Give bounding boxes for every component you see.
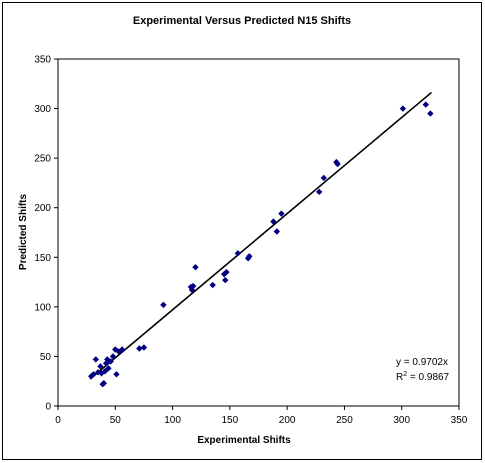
data-point xyxy=(100,379,108,387)
y-tick-label: 100 xyxy=(34,302,51,313)
y-axis-ticks: 0 50 100 150 200 250 300 350 xyxy=(34,55,58,413)
y-tick-label: 0 xyxy=(45,402,51,413)
x-tick-label: 150 xyxy=(222,415,239,426)
x-tick-label: 200 xyxy=(279,415,296,426)
y-tick-label: 150 xyxy=(34,253,51,264)
plot-area xyxy=(57,58,460,407)
chart-frame xyxy=(2,2,482,460)
data-point xyxy=(220,270,228,278)
chart-title: Experimental Versus Predicted N15 Shifts xyxy=(133,15,351,27)
data-point xyxy=(136,345,143,352)
x-tick-label: 300 xyxy=(393,415,410,426)
data-point xyxy=(113,371,120,378)
data-point xyxy=(115,348,122,355)
data-point xyxy=(278,210,285,217)
x-tick-label: 50 xyxy=(110,415,122,426)
x-tick-label: 250 xyxy=(336,415,353,426)
y-tick-label: 300 xyxy=(34,104,51,115)
y-tick-label: 200 xyxy=(34,203,51,214)
trendline-equation: y = 0.9702x xyxy=(396,357,448,368)
data-points xyxy=(88,101,434,388)
data-point xyxy=(140,344,148,351)
data-point xyxy=(246,253,253,260)
data-point xyxy=(192,264,199,271)
data-point xyxy=(222,276,229,284)
r-squared-prefix: R xyxy=(396,372,403,383)
y-tick-label: 350 xyxy=(34,55,51,66)
data-point xyxy=(189,282,197,290)
data-point xyxy=(273,228,281,235)
data-point xyxy=(209,281,216,289)
r-squared-superscript: 2 xyxy=(403,371,407,378)
r-squared-value: = 0.9867 xyxy=(407,372,449,383)
data-point xyxy=(320,174,328,182)
y-tick-label: 250 xyxy=(34,154,51,165)
data-point xyxy=(97,363,104,370)
data-point xyxy=(234,250,242,257)
linear-trendline xyxy=(89,91,433,380)
data-point xyxy=(90,371,97,378)
y-tick-label: 50 xyxy=(40,352,52,363)
data-point xyxy=(118,346,126,353)
data-point xyxy=(160,301,167,309)
data-point xyxy=(334,160,341,168)
x-axis-ticks: 0 50 100 150 200 250 300 350 xyxy=(55,406,468,426)
x-axis-label: Experimental Shifts xyxy=(197,435,291,446)
data-point xyxy=(101,368,109,375)
data-point xyxy=(107,358,114,365)
data-point xyxy=(399,105,407,112)
data-point xyxy=(109,353,117,360)
data-point xyxy=(316,188,323,196)
data-point xyxy=(98,370,105,377)
x-tick-label: 100 xyxy=(164,415,181,426)
data-point xyxy=(223,268,230,276)
x-tick-label: 0 xyxy=(55,415,61,426)
data-point xyxy=(422,101,429,108)
y-axis-label: Predicted Shifts xyxy=(18,194,29,271)
data-point xyxy=(427,110,434,117)
x-tick-label: 350 xyxy=(451,415,468,426)
data-point xyxy=(92,356,100,363)
r-squared-label: R2 = 0.9867 xyxy=(396,371,450,383)
data-point xyxy=(105,365,112,372)
data-point xyxy=(270,218,277,225)
